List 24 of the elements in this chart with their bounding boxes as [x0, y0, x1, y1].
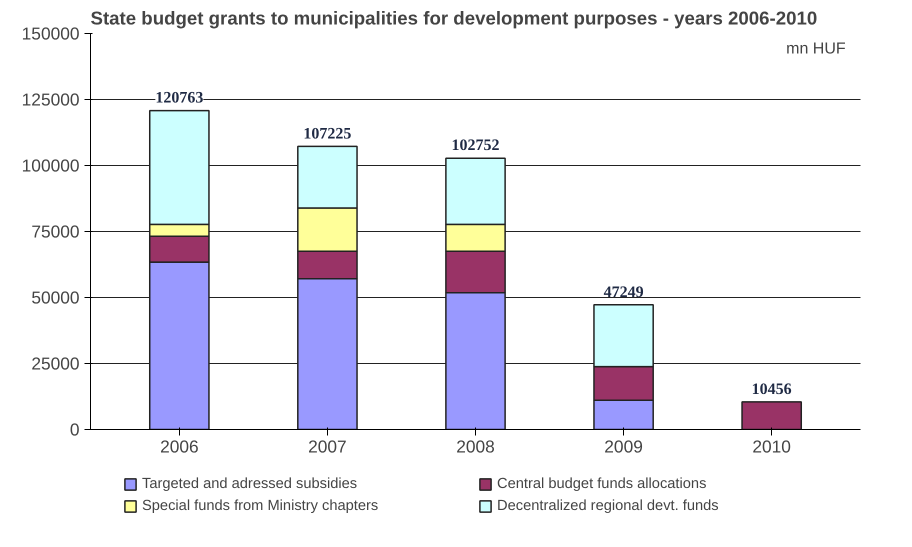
- total-label: 47249: [604, 284, 644, 301]
- legend-label: Special funds from Ministry chapters: [142, 498, 380, 514]
- x-tick-label: 2008: [456, 436, 495, 456]
- y-tick-label: 75000: [31, 222, 80, 242]
- y-tick-label: 150000: [22, 24, 80, 44]
- y-tick-label: 0: [70, 420, 80, 440]
- y-tick-label: 100000: [22, 156, 80, 176]
- x-tick-label: 2009: [604, 436, 643, 456]
- legend-label: Central budget funds allocations: [497, 476, 708, 492]
- total-label: 10456: [752, 380, 792, 398]
- x-tick-label: 2006: [160, 436, 199, 456]
- total-label: 102752: [452, 137, 500, 154]
- y-tick-label: 25000: [31, 354, 80, 374]
- chart-title: State budget grants to municipalities for development purposes - years 2006-2010: [90, 8, 818, 28]
- y-tick-label: 125000: [22, 90, 80, 110]
- legend-label: Targeted and adressed subsidies: [142, 476, 358, 492]
- x-tick-label: 2010: [752, 436, 791, 456]
- x-tick-label: 2007: [308, 436, 347, 456]
- bar: [741, 401, 802, 430]
- total-label: 107225: [303, 125, 352, 142]
- total-label: 120763: [155, 90, 204, 107]
- legend-label: Decentralized regional devt. funds: [497, 498, 720, 514]
- annotation: mn HUF: [786, 40, 846, 58]
- y-tick-label: 50000: [31, 288, 80, 308]
